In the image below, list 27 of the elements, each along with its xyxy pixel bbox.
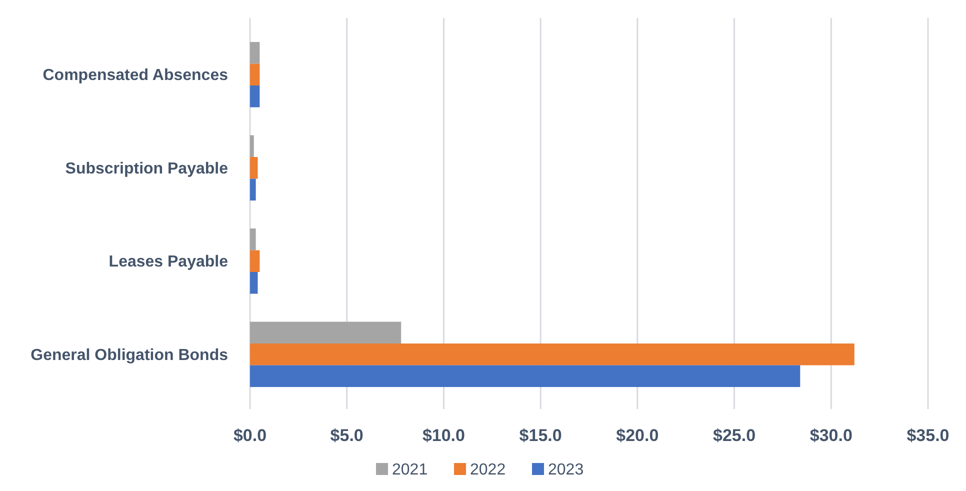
legend-label: 2021 — [392, 462, 428, 479]
bar — [250, 42, 260, 64]
bar — [250, 135, 254, 157]
bar — [250, 272, 258, 294]
x-tick-label: $30.0 — [810, 426, 852, 445]
legend-label: 2023 — [548, 462, 584, 479]
y-tick-label: General Obligation Bonds — [30, 346, 228, 364]
x-tick-label: $15.0 — [519, 426, 562, 445]
legend-label: 2022 — [470, 462, 506, 479]
bar — [250, 156, 258, 179]
bar — [250, 178, 256, 201]
x-tick-label: $35.0 — [906, 426, 950, 445]
y-tick-label: Subscription Payable — [65, 160, 228, 178]
bar — [250, 250, 260, 272]
x-tick-label: $5.0 — [330, 426, 364, 445]
y-tick-label: Leases Payable — [108, 254, 228, 271]
bar — [250, 343, 854, 366]
bar — [250, 86, 260, 108]
x-tick-label: $20.0 — [616, 426, 659, 445]
x-tick-label: $10.0 — [422, 426, 465, 445]
bar — [250, 365, 800, 388]
x-tick-label: $25.0 — [713, 426, 756, 445]
y-tick-label: Compensated Absences — [42, 67, 228, 84]
bar — [250, 322, 402, 344]
bar — [250, 64, 260, 86]
x-tick-label: $0.0 — [233, 426, 267, 445]
bar — [250, 228, 256, 250]
